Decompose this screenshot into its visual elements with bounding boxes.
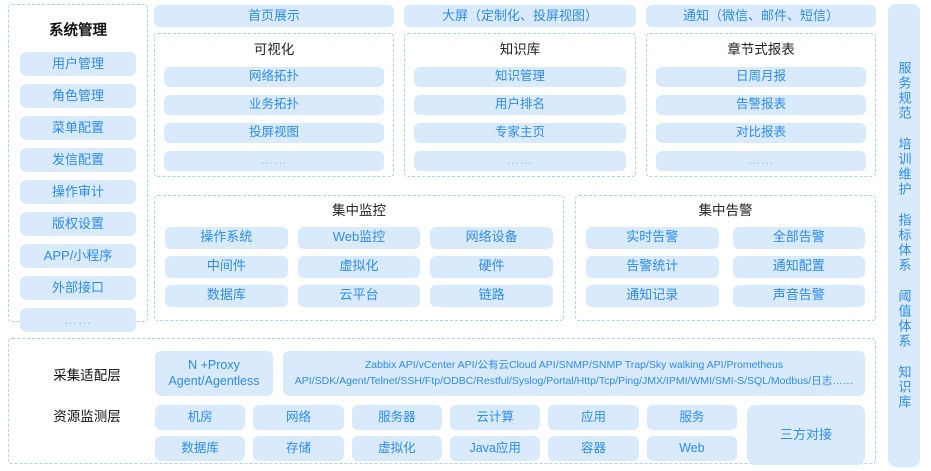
item-notification-config[interactable]: 通知配置 [732,255,865,278]
resource-layer-row: 资源监测层 机房 网络 服务器 云计算 应用 服务 数据库 存储 虚拟化 Jav… [19,405,865,465]
sidebar-item-mail-config[interactable]: 发信配置 [20,148,136,172]
panel-visualization-title: 可视化 [253,42,295,57]
panel-central-monitoring-items: 操作系统 Web监控 网络设备 中间件 虚拟化 硬件 数据库 云平台 链路 [165,226,553,307]
nproxy-line1: N +Proxy [188,357,240,372]
item-operating-system[interactable]: 操作系统 [165,226,288,249]
third-party-integration-box[interactable]: 三方对接 [747,405,865,465]
resource-java-application[interactable]: Java应用 [450,436,541,461]
panel-chapter-report: 章节式报表 日周月报 告警报表 对比报表 …… [646,33,876,177]
resource-virtualization[interactable]: 虚拟化 [351,436,442,461]
item-comparison-report[interactable]: 对比报表 [656,122,866,143]
item-user-ranking[interactable]: 用户排名 [414,94,626,115]
panel-knowledge-base-items: 知识管理 用户排名 专家主页 …… [414,66,626,171]
nproxy-agent-box[interactable]: N +Proxy Agent/Agentless [155,351,273,396]
main-column: 首页展示 大屏（定制化、投屏视图） 通知（微信、邮件、短信） 可视化 网络拓扑 … [154,0,876,471]
panel-knowledge-base-title: 知识库 [499,42,541,57]
resource-cloud-computing[interactable]: 云计算 [450,405,541,430]
sidebar-title: 系统管理 [49,23,107,39]
panel-knowledge-base: 知识库 知识管理 用户排名 专家主页 …… [404,33,636,177]
panel-chapter-report-title: 章节式报表 [727,42,795,57]
resource-network[interactable]: 网络 [253,405,344,430]
item-network-topology[interactable]: 网络拓扑 [164,66,384,87]
item-middleware[interactable]: 中间件 [165,255,288,278]
panel-central-monitoring-title: 集中监控 [332,203,386,218]
item-visualization-more[interactable]: …… [164,150,384,171]
resource-database[interactable]: 数据库 [155,436,246,461]
resource-container[interactable]: 容器 [548,436,639,461]
item-realtime-alarm[interactable]: 实时告警 [586,226,719,249]
item-virtualization[interactable]: 虚拟化 [297,255,421,278]
panel-chapter-report-items: 日周月报 告警报表 对比报表 …… [656,66,866,171]
top-item-bigscreen[interactable]: 大屏（定制化、投屏视图） [404,5,636,27]
panel-visualization-items: 网络拓扑 业务拓扑 投屏视图 …… [164,66,384,171]
item-alarm-statistics[interactable]: 告警统计 [586,255,719,278]
resource-storage[interactable]: 存储 [253,436,344,461]
resource-web[interactable]: Web [646,436,737,461]
item-link[interactable]: 链路 [430,284,553,307]
collection-layer-row: 采集适配层 N +Proxy Agent/Agentless Zabbix AP… [19,350,865,397]
top-item-notification[interactable]: 通知（微信、邮件、短信） [646,5,876,27]
right-item-knowledge-base[interactable]: 知识库 [896,365,912,410]
panel-central-alarm: 集中告警 实时告警 全部告警 告警统计 通知配置 通知记录 声音告警 [575,195,876,321]
right-item-threshold-system[interactable]: 阈值体系 [896,289,912,349]
collection-and-resource-section: 采集适配层 N +Proxy Agent/Agentless Zabbix AP… [8,338,876,465]
panel-central-alarm-title: 集中告警 [698,203,753,218]
system-management-sidebar: 系统管理 用户管理 角色管理 菜单配置 发信配置 操作审计 版权设置 APP/小… [8,4,148,332]
sidebar-item-more[interactable]: …… [20,308,136,332]
panel-central-monitoring: 集中监控 操作系统 Web监控 网络设备 中间件 虚拟化 硬件 数据库 云平台 … [154,195,564,321]
item-network-device[interactable]: 网络设备 [430,226,553,249]
item-alarm-report[interactable]: 告警报表 [656,94,866,115]
right-item-service-standard[interactable]: 服务规范 [896,61,912,121]
sidebar-item-list: 用户管理 角色管理 菜单配置 发信配置 操作审计 版权设置 APP/小程序 外部… [9,52,147,332]
item-knowledge-management[interactable]: 知识管理 [414,66,626,87]
resource-grid: 机房 网络 服务器 云计算 应用 服务 数据库 存储 虚拟化 Java应用 容器… [155,405,737,465]
sidebar-item-operation-audit[interactable]: 操作审计 [20,180,136,204]
item-database[interactable]: 数据库 [165,284,288,307]
right-item-training-maintenance[interactable]: 培训维护 [896,137,912,197]
resource-application[interactable]: 应用 [548,405,639,430]
resource-datacenter[interactable]: 机房 [155,405,246,430]
protocol-api-list: Zabbix API/vCenter API/公有云Cloud API/SNMP… [283,351,865,396]
service-standards-sidebar: 服务规范 培训维护 指标体系 阈值体系 知识库 [888,4,920,467]
collection-layer-label: 采集适配层 [53,367,121,383]
item-all-alarm[interactable]: 全部告警 [732,226,865,249]
item-screencast-view[interactable]: 投屏视图 [164,122,384,143]
sidebar-item-role-management[interactable]: 角色管理 [20,84,136,108]
item-hardware[interactable]: 硬件 [430,255,553,278]
resource-service[interactable]: 服务 [646,405,737,430]
visualization-band: 可视化 网络拓扑 业务拓扑 投屏视图 …… 知识库 知识管理 用户排名 专家主页… [154,33,876,177]
item-notification-record[interactable]: 通知记录 [586,284,719,307]
item-chapter-report-more[interactable]: …… [656,150,866,171]
sidebar-item-external-interface[interactable]: 外部接口 [20,276,136,300]
item-business-topology[interactable]: 业务拓扑 [164,94,384,115]
top-item-homepage[interactable]: 首页展示 [154,5,394,27]
item-cloud-platform[interactable]: 云平台 [297,284,421,307]
panel-visualization: 可视化 网络拓扑 业务拓扑 投屏视图 …… [154,33,394,177]
sidebar-item-user-management[interactable]: 用户管理 [20,52,136,76]
nproxy-line2: Agent/Agentless [168,373,260,388]
resource-layer-label: 资源监测层 [53,409,121,424]
item-daily-weekly-monthly-report[interactable]: 日周月报 [656,66,866,87]
sidebar-item-app-miniprogram[interactable]: APP/小程序 [20,244,136,268]
sidebar-item-menu-config[interactable]: 菜单配置 [20,116,136,140]
top-feature-row: 首页展示 大屏（定制化、投屏视图） 通知（微信、邮件、短信） [154,5,876,27]
right-item-metric-system[interactable]: 指标体系 [896,213,912,273]
resource-server[interactable]: 服务器 [351,405,442,430]
panel-central-alarm-items: 实时告警 全部告警 告警统计 通知配置 通知记录 声音告警 [586,226,865,307]
item-knowledge-base-more[interactable]: …… [414,150,626,171]
sidebar-item-copyright-settings[interactable]: 版权设置 [20,212,136,236]
item-sound-alarm[interactable]: 声音告警 [732,284,865,307]
item-expert-homepage[interactable]: 专家主页 [414,122,626,143]
item-web-monitoring[interactable]: Web监控 [297,226,421,249]
monitoring-band: 集中监控 操作系统 Web监控 网络设备 中间件 虚拟化 硬件 数据库 云平台 … [154,195,876,321]
